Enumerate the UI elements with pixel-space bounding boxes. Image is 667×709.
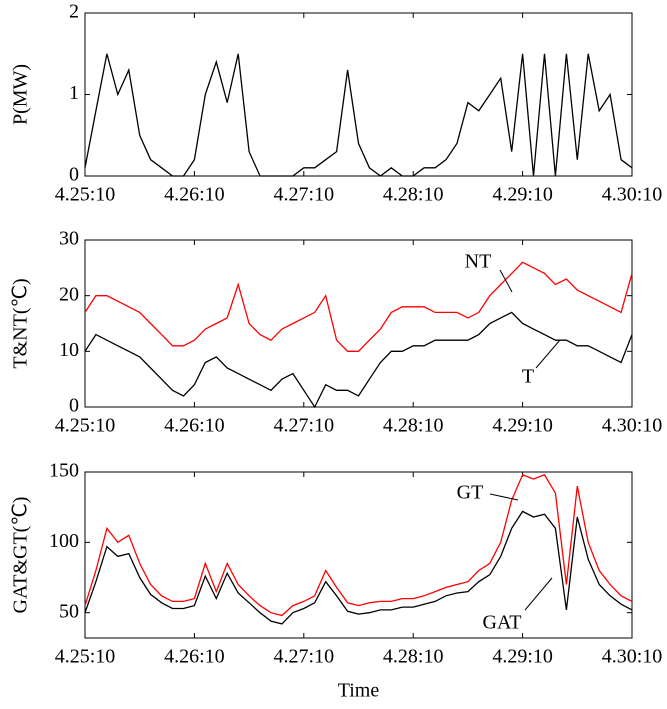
y-tick-label: 10 [59, 339, 79, 361]
y-tick-label: 50 [59, 600, 79, 622]
annotation-arrow [535, 339, 561, 369]
annotation: NT [465, 251, 492, 273]
y-tick-label: 100 [49, 530, 79, 552]
x-tick-label: 4.27:10 [274, 415, 335, 437]
x-tick-label: 4.29:10 [492, 646, 553, 668]
annotation: GAT [483, 612, 522, 634]
x-tick-label: 4.25:10 [55, 646, 116, 668]
x-tick-label: 4.26:10 [164, 415, 225, 437]
series-line [84, 311, 633, 409]
plot-frame [84, 471, 633, 639]
y-axis-label: GAT&GT(℃) [10, 497, 32, 614]
y-axis-label: P(MW) [10, 64, 32, 125]
series-line [84, 53, 633, 177]
annotation: GT [457, 482, 484, 504]
x-tick-label: 4.26:10 [164, 184, 225, 206]
y-tick-label: 1 [69, 82, 79, 104]
x-tick-label: 4.29:10 [492, 184, 553, 206]
y-tick-label: 150 [49, 460, 79, 482]
annotation-arrow [524, 577, 553, 611]
series-line [84, 261, 633, 352]
x-tick-label: 4.29:10 [492, 415, 553, 437]
x-tick-label: 4.25:10 [55, 184, 116, 206]
series-line [84, 473, 633, 617]
x-tick-label: 4.30:10 [602, 184, 663, 206]
x-tick-label: 4.28:10 [383, 646, 444, 668]
plot-frame [84, 239, 633, 408]
annotation-arrow [499, 269, 513, 293]
y-tick-label: 20 [59, 283, 79, 305]
x-tick-label: 4.27:10 [274, 646, 335, 668]
plot-frame [84, 12, 633, 177]
x-tick-label: 4.28:10 [383, 415, 444, 437]
x-tick-label: 4.30:10 [602, 415, 663, 437]
x-axis-label: Time [338, 680, 380, 702]
y-tick-label: 30 [59, 228, 79, 250]
annotation: T [522, 366, 534, 388]
y-axis-label: T&NT(℃) [10, 278, 32, 368]
y-tick-label: 2 [69, 1, 79, 23]
x-tick-label: 4.28:10 [383, 184, 444, 206]
x-tick-label: 4.27:10 [274, 184, 335, 206]
y-tick-label: 0 [69, 164, 79, 186]
x-tick-label: 4.26:10 [164, 646, 225, 668]
y-tick-label: 0 [69, 395, 79, 417]
x-tick-label: 4.25:10 [55, 415, 116, 437]
series-line [84, 510, 633, 625]
x-tick-label: 4.30:10 [602, 646, 663, 668]
annotation-arrow [489, 493, 519, 501]
